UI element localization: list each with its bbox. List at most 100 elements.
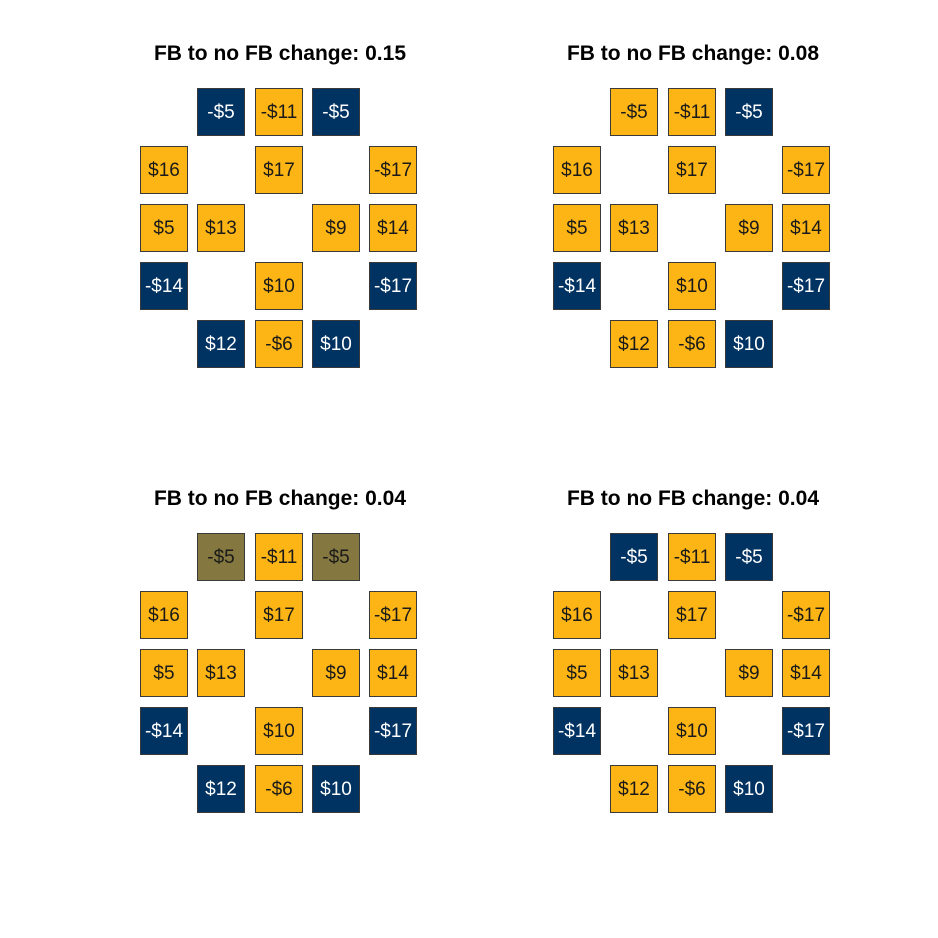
tile-label: $10: [320, 333, 352, 355]
value-tile: $10: [668, 707, 716, 755]
panel-top-left: FB to no FB change: 0.15 -$5 -$11 -$5 $16 $1…: [130, 41, 430, 381]
value-tile: $10: [668, 262, 716, 310]
tile-label: $16: [148, 159, 180, 181]
value-tile: -$14: [140, 707, 188, 755]
value-tile: $12: [197, 320, 245, 368]
value-tile: $13: [610, 649, 658, 697]
value-tile: $9: [725, 649, 773, 697]
tile-label: $10: [676, 720, 708, 742]
tile-label: $10: [263, 720, 295, 742]
tile-label: $17: [263, 159, 295, 181]
tile-label: $12: [618, 333, 650, 355]
tile-label: -$5: [207, 546, 235, 568]
value-tile: -$11: [255, 533, 303, 581]
value-tile: -$17: [782, 707, 830, 755]
tile-label: $17: [676, 604, 708, 626]
tile-label: $10: [263, 275, 295, 297]
value-tile: $17: [668, 591, 716, 639]
tile-label: -$11: [260, 546, 298, 568]
value-tile: $12: [197, 765, 245, 813]
value-tile: $16: [140, 146, 188, 194]
tile-label: $14: [377, 217, 409, 239]
value-tile: -$17: [782, 146, 830, 194]
value-tile: $12: [610, 765, 658, 813]
tile-label: -$14: [144, 720, 184, 742]
tile-label: -$17: [373, 604, 413, 626]
tile-label: $14: [377, 662, 409, 684]
tile-label: -$17: [786, 275, 826, 297]
tile-label: -$17: [786, 159, 826, 181]
value-tile: -$6: [668, 765, 716, 813]
panel-title: FB to no FB change: 0.04: [153, 487, 407, 510]
tile-label: $16: [561, 159, 593, 181]
value-tile: -$5: [312, 533, 360, 581]
value-tile: $13: [197, 204, 245, 252]
tile-label: -$17: [786, 604, 826, 626]
panel-top-right: FB to no FB change: 0.08 -$5 -$11 -$5 $16 $1…: [543, 41, 843, 381]
tile-label: $10: [733, 333, 765, 355]
panel-title: FB to no FB change: 0.15: [153, 42, 407, 65]
value-tile: $14: [369, 204, 417, 252]
value-tile: -$6: [668, 320, 716, 368]
value-tile: $17: [255, 146, 303, 194]
tile-label: $17: [676, 159, 708, 181]
tile-label: -$17: [373, 275, 413, 297]
tile-label: $5: [153, 217, 175, 239]
value-tile: $9: [312, 204, 360, 252]
value-tile: $10: [312, 320, 360, 368]
value-tile: -$5: [610, 533, 658, 581]
value-tile: -$11: [255, 88, 303, 136]
tile-label: -$6: [265, 333, 293, 355]
tile-label: -$11: [673, 101, 711, 123]
tile-label: $13: [205, 217, 237, 239]
value-tile: $16: [553, 146, 601, 194]
tile-label: -$6: [678, 778, 706, 800]
value-tile: -$14: [553, 262, 601, 310]
tile-label: $5: [566, 217, 588, 239]
value-tile: -$6: [255, 320, 303, 368]
value-tile: $5: [140, 649, 188, 697]
value-tile: -$17: [782, 262, 830, 310]
value-tile: -$14: [553, 707, 601, 755]
value-tile: -$6: [255, 765, 303, 813]
tile-label: -$5: [322, 546, 350, 568]
value-tile: -$5: [725, 88, 773, 136]
tile-label: $5: [566, 662, 588, 684]
tile-label: $9: [325, 217, 347, 239]
tile-label: -$11: [260, 101, 298, 123]
tile-label: -$17: [786, 720, 826, 742]
tile-label: -$5: [735, 101, 763, 123]
tile-label: $10: [733, 778, 765, 800]
value-tile: $14: [782, 649, 830, 697]
tile-label: -$6: [678, 333, 706, 355]
value-tile: -$17: [369, 591, 417, 639]
tile-label: $16: [148, 604, 180, 626]
tile-label: $12: [205, 333, 237, 355]
tile-label: -$5: [207, 101, 235, 123]
tile-label: $10: [676, 275, 708, 297]
value-tile: $16: [140, 591, 188, 639]
value-tile: $14: [369, 649, 417, 697]
tile-label: $9: [738, 662, 760, 684]
tile-label: $9: [325, 662, 347, 684]
value-tile: $9: [312, 649, 360, 697]
tile-label: $14: [790, 217, 822, 239]
value-tile: -$5: [610, 88, 658, 136]
value-tile: -$5: [197, 533, 245, 581]
value-tile: -$14: [140, 262, 188, 310]
tile-label: $12: [618, 778, 650, 800]
tile-label: -$14: [557, 275, 597, 297]
value-tile: -$11: [668, 88, 716, 136]
value-tile: -$5: [197, 88, 245, 136]
value-tile: $10: [255, 707, 303, 755]
tile-label: $13: [618, 662, 650, 684]
value-tile: -$5: [725, 533, 773, 581]
panel-bottom-right: FB to no FB change: 0.04 -$5 -$11 -$5 $16 $1…: [543, 486, 843, 826]
value-tile: $17: [668, 146, 716, 194]
value-tile: $14: [782, 204, 830, 252]
value-tile: -$5: [312, 88, 360, 136]
value-tile: -$17: [369, 707, 417, 755]
tile-label: $9: [738, 217, 760, 239]
value-tile: $5: [553, 204, 601, 252]
tile-label: $13: [618, 217, 650, 239]
